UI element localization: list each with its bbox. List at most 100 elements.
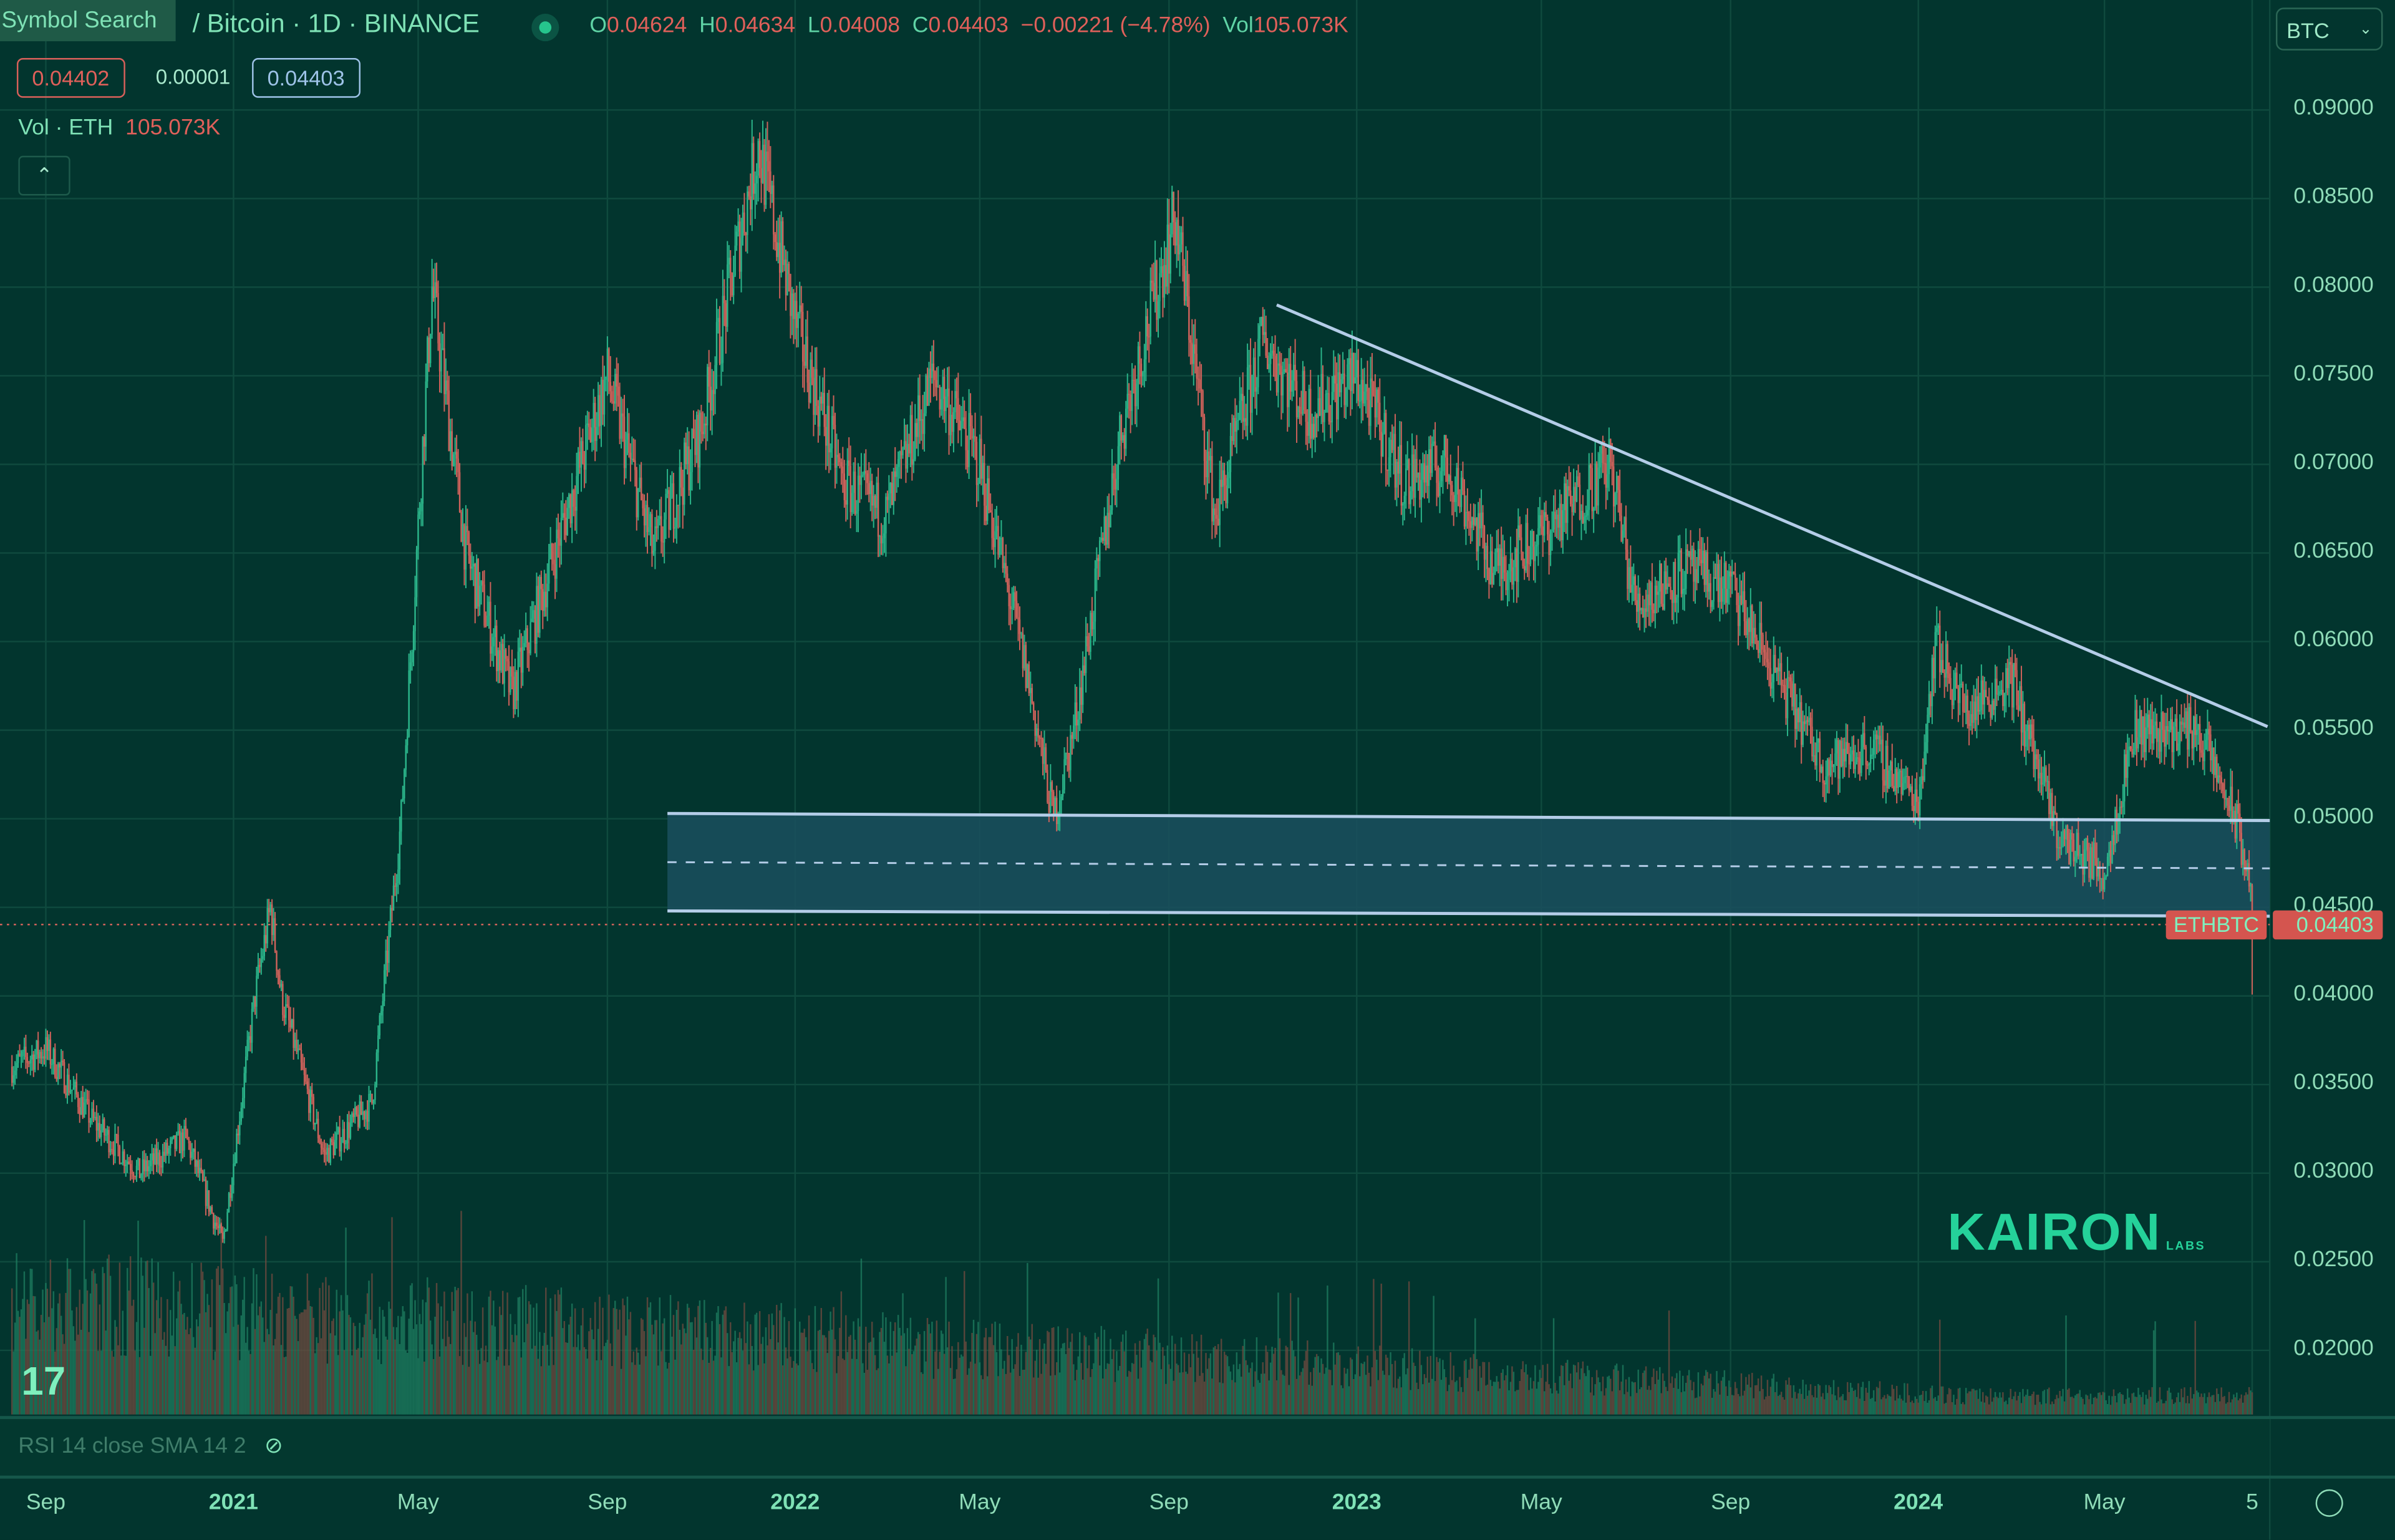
candle-body [352,1113,355,1118]
candle-body [1014,592,1016,601]
candle-body [1000,538,1002,540]
candle-body [1653,609,1655,614]
tradingview-logo-icon[interactable]: 17 [21,1358,66,1404]
volume-bar [1803,1398,1806,1415]
buy-price-button[interactable]: 0.04403 [252,58,360,98]
chevron-up-icon[interactable]: ⌃ [18,155,70,196]
volume-bar [1310,1372,1312,1415]
volume-bar [2243,1395,2245,1415]
volume-value: 105.073K [1253,14,1348,39]
volume-bar [1892,1388,1895,1415]
candle-body [2157,729,2159,742]
volume-bar [602,1307,604,1415]
candle-body [1269,353,1272,364]
volume-bar [916,1339,917,1415]
currency-select[interactable]: BTC ⌄ [2276,7,2383,51]
volume-bar [2091,1404,2093,1415]
volume-bar [1285,1345,1287,1415]
volume-bar [1011,1339,1013,1415]
candle-body [1756,637,1758,649]
volume-bar [510,1314,511,1415]
candle-body [563,513,566,518]
volume-bar [856,1358,858,1415]
candle-body [2171,719,2173,752]
volume-bar [171,1335,173,1415]
eye-hidden-icon[interactable]: ⊘ [264,1434,283,1459]
candle-body [368,1093,370,1122]
candle-body [1993,700,1995,710]
volume-bar [1105,1368,1107,1415]
volume-bar [1505,1375,1507,1415]
candle-body [1882,739,1884,781]
candle-body [1913,805,1915,811]
candle-body [2005,668,2007,693]
volume-bar [1880,1399,1882,1415]
volume-bar [86,1290,89,1415]
volume-bar [589,1317,591,1415]
volume-bar [422,1299,424,1415]
volume-bar [956,1369,958,1415]
volume-bar [805,1337,807,1415]
volume-bar [1768,1396,1770,1415]
settings-gear-icon[interactable] [2315,1489,2343,1517]
sell-price-button[interactable]: 0.04402 [16,58,125,98]
candle-body [1249,364,1252,413]
candle-body [488,601,490,616]
volume-bar [797,1365,800,1415]
volume-bar [1400,1387,1403,1415]
volume-bar [305,1309,307,1415]
volume-bar [75,1307,78,1415]
volume-bar [1353,1379,1355,1415]
volume-bar [69,1269,72,1415]
volume-bar [1312,1367,1315,1415]
volume-bar [1714,1392,1716,1415]
volume-bar [2185,1403,2187,1415]
candle-body [525,628,527,643]
candle-body [285,1004,287,1018]
candle-body [1374,395,1377,418]
candle-body [1302,370,1304,414]
volume-bar [1808,1390,1810,1415]
candle-body [2154,721,2156,726]
candle-body [521,647,524,673]
volume-bar [1038,1339,1041,1415]
candle-body [286,1004,288,1007]
candle-body [709,386,712,411]
market-status-icon[interactable] [531,14,559,42]
candle-body [1091,613,1093,629]
candle-body [585,425,587,470]
volume-bar [718,1324,721,1415]
volume-bar [682,1324,684,1415]
volume-bar [525,1285,527,1415]
candle-body [477,559,479,607]
chart-title[interactable]: / Bitcoin · 1D · BINANCE [192,9,480,39]
volume-bar [2194,1320,2196,1415]
volume-bar [188,1334,190,1415]
candle-body [962,417,964,422]
candle-body [1959,684,1961,704]
candle-body [1579,485,1581,520]
volume-bar [1688,1370,1690,1415]
candle-body [1196,354,1198,379]
volume-bar [1020,1345,1022,1415]
volume-bar [1702,1385,1704,1415]
candle-body [1796,709,1798,729]
symbol-search-button[interactable]: Symbol Search [0,0,175,42]
volume-bar [1662,1373,1664,1415]
candle-body [799,305,801,314]
volume-bar [122,1310,124,1415]
volume-bar [494,1326,496,1415]
candle-body [817,405,820,427]
volume-bar [659,1297,660,1415]
volume-bar [2079,1390,2081,1415]
volume-bar [1294,1356,1296,1415]
volume-bar [2057,1398,2059,1415]
volume-bar [1571,1388,1573,1415]
candle-body [354,1107,356,1118]
volume-bar [1085,1337,1087,1415]
candle-body [1288,364,1290,407]
volume-bar [72,1326,75,1415]
volume-bar [731,1352,733,1415]
candle-body [1297,407,1299,418]
